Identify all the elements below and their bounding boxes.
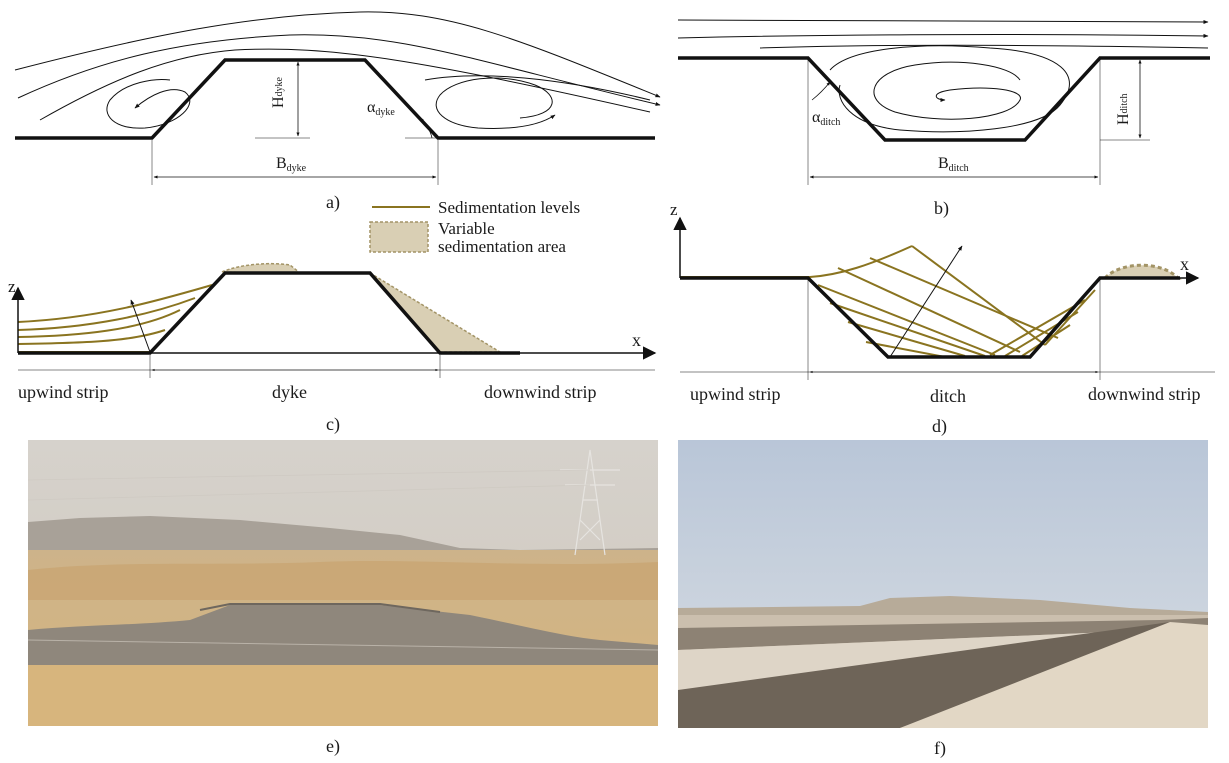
normal-arrow — [889, 245, 963, 358]
downwind-sediment-area — [369, 272, 503, 353]
panel-d-ditch-sedimentation: z x upwind strip ditch downwind strip d) — [670, 200, 1215, 437]
z-axis-label: z — [670, 200, 678, 219]
zone-dyke: dyke — [272, 382, 307, 402]
z-axis-label: z — [8, 277, 16, 296]
legend: Sedimentation levels Variable sedimentat… — [369, 198, 580, 256]
streamline — [14, 11, 661, 98]
streamline — [677, 19, 1209, 24]
ditch-far-bank — [678, 618, 1208, 650]
dyke-angle-label: αdyke — [367, 99, 395, 118]
dyke-base-label: Bdyke — [276, 155, 307, 174]
sediment-level — [17, 329, 166, 345]
dyke-height-label: Hdyke — [270, 76, 287, 108]
sediment-level — [817, 284, 996, 356]
zone-downwind-strip: downwind strip — [1088, 384, 1201, 404]
panel-b-ditch-flow: αditch Hditch Bditch b) — [677, 19, 1210, 219]
dyke-embankment — [28, 605, 658, 665]
sediment-level — [1004, 311, 1079, 357]
sediment-level — [17, 309, 181, 338]
sediment-level — [989, 299, 1086, 356]
normal-arrow — [130, 299, 151, 353]
panel-a-dyke-flow: Hdyke αdyke Bdyke a) — [14, 11, 661, 213]
ditch-vortex-inner — [873, 61, 1021, 120]
panel-b-caption: b) — [934, 198, 949, 219]
legend-area-swatch — [369, 221, 429, 253]
sediment-level — [837, 267, 1021, 353]
dyke-angle-arc — [419, 117, 433, 139]
sediment-level — [865, 341, 946, 358]
ditch-vortex-outer — [829, 45, 1070, 133]
upwind-vortex — [106, 79, 191, 129]
sediment-level — [847, 321, 966, 357]
downwind-vortex — [435, 77, 556, 129]
panel-f-ditch-photo: f) — [678, 440, 1208, 759]
streamline — [17, 34, 661, 106]
sediment-level — [17, 297, 196, 331]
streamline — [677, 33, 1209, 39]
service-road — [900, 622, 1208, 728]
panel-c-dyke-sedimentation: z x upwind strip dyke downwind strip c) — [8, 262, 657, 435]
zone-ditch: ditch — [930, 386, 966, 406]
sediment-level — [17, 284, 213, 323]
panel-a-caption: a) — [326, 192, 340, 213]
panel-d-caption: d) — [932, 416, 947, 437]
sediment-level — [869, 257, 1059, 339]
legend-line-label: Sedimentation levels — [438, 198, 580, 217]
ditch-profile — [678, 56, 1210, 142]
distant-plateau — [28, 516, 658, 560]
mid-dunes — [28, 561, 658, 600]
panel-e-dyke-photo: e) — [28, 440, 658, 757]
dyke-profile — [15, 58, 655, 140]
sediment-level — [911, 245, 1046, 346]
downwind-sediment-area — [1101, 263, 1182, 280]
x-axis-label: x — [632, 330, 641, 350]
ditch-near-bank — [678, 622, 1208, 728]
ditch-angle-label: αditch — [812, 109, 840, 128]
zone-downwind-strip: downwind strip — [484, 382, 597, 402]
x-axis-label: x — [1180, 254, 1189, 274]
ditch-angle-arc — [811, 81, 831, 101]
streamline — [424, 75, 651, 101]
zone-upwind-strip: upwind strip — [18, 382, 109, 402]
panel-c-caption: c) — [326, 414, 340, 435]
zone-upwind-strip: upwind strip — [690, 384, 781, 404]
legend-area-label-1: Variable — [438, 219, 495, 238]
sediment-level — [680, 245, 913, 278]
dyke-top-sediment-area — [221, 262, 303, 274]
panel-e-caption: e) — [326, 736, 340, 757]
panel-f-caption: f) — [934, 738, 946, 759]
ditch-base-label: Bditch — [938, 155, 969, 174]
legend-area-label-2: sedimentation area — [438, 237, 566, 256]
ditch-height-label: Hditch — [1115, 93, 1132, 125]
